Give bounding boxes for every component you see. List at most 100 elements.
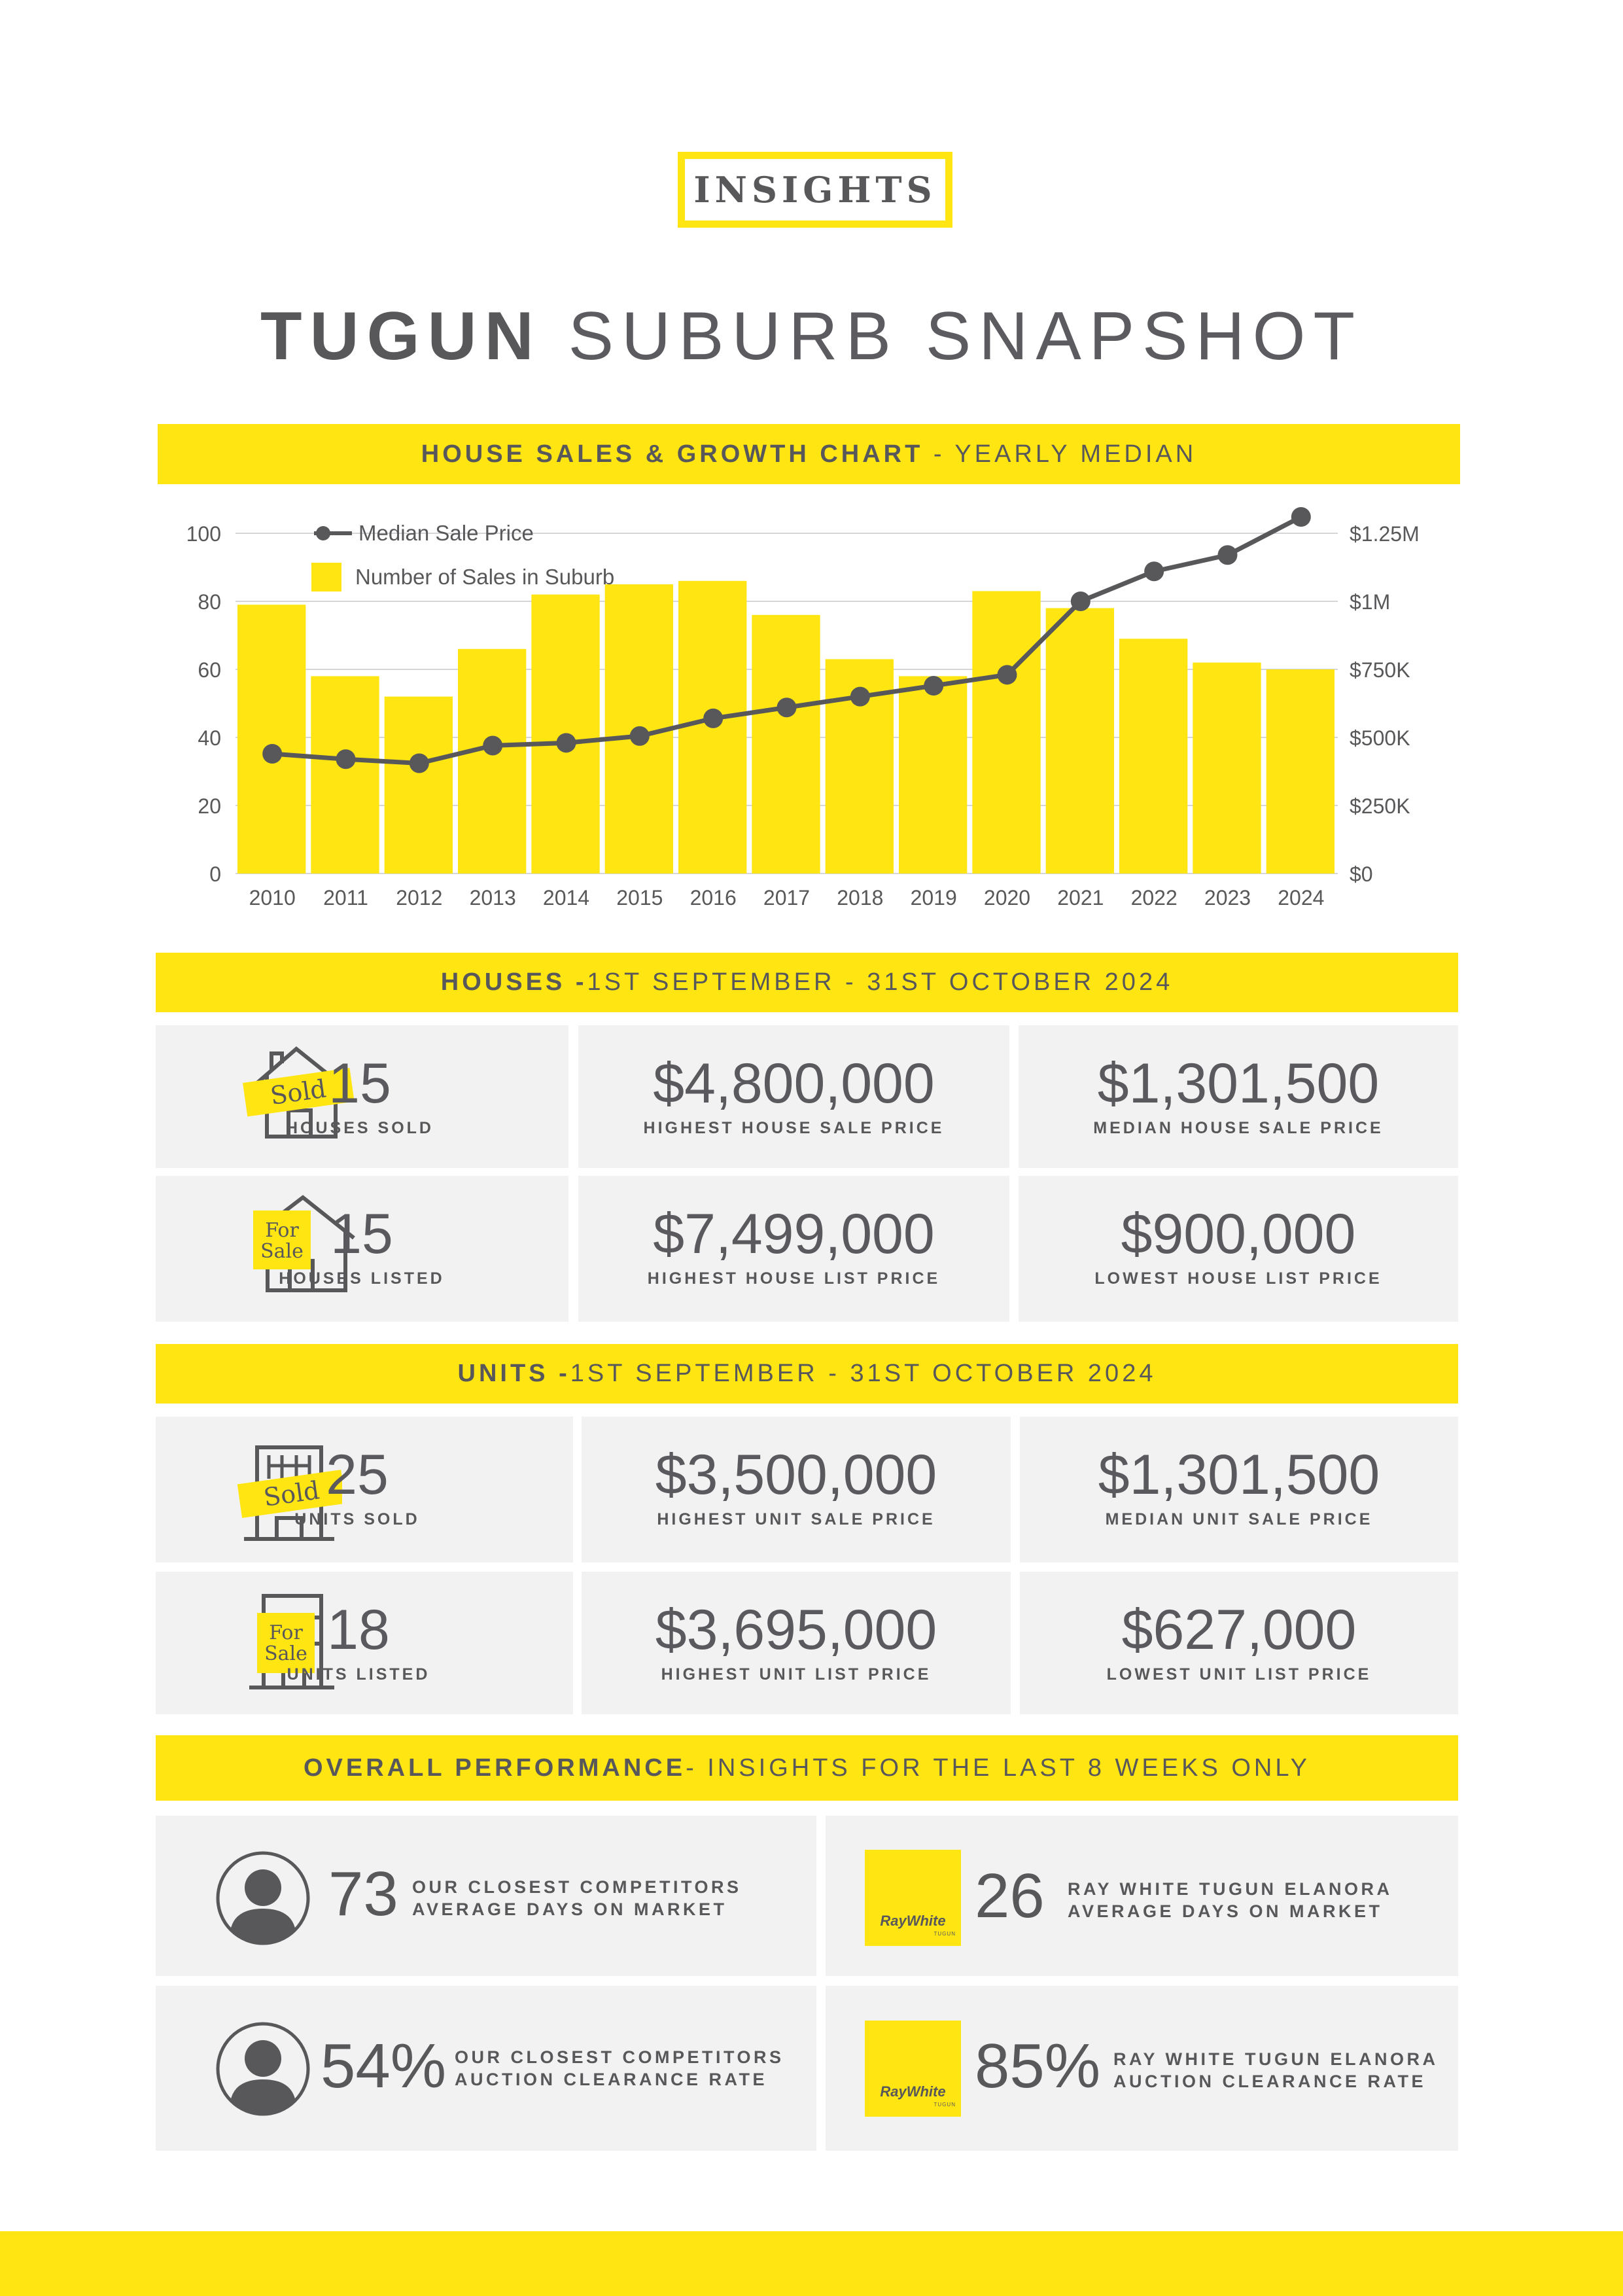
y2-tick-label: $500K (1350, 726, 1410, 750)
units-listed-label: UNITS LISTED (287, 1665, 430, 1684)
units-header-light: 1ST SEPTEMBER - 31ST OCTOBER 2024 (570, 1360, 1157, 1387)
raywhite-clearance-label-line1: RAY WHITE TUGUN ELANORA (1113, 2049, 1439, 2069)
median-unit-sale-card: $1,301,500 MEDIAN UNIT SALE PRICE (1020, 1417, 1458, 1563)
bar (384, 696, 453, 874)
competitor-clearance-card: 54% OUR CLOSEST COMPETITORS AUCTION CLEA… (156, 1986, 816, 2151)
lowest-unit-list-value: $627,000 (1121, 1598, 1357, 1661)
line-point (629, 726, 650, 746)
highest-unit-sale-card: $3,500,000 HIGHEST UNIT SALE PRICE (582, 1417, 1011, 1563)
lowest-house-list-card: $900,000 LOWEST HOUSE LIST PRICE (1019, 1176, 1458, 1322)
x-tick-label: 2023 (1204, 886, 1251, 910)
person-icon (216, 1851, 310, 1945)
units-sold-label: UNITS SOLD (294, 1510, 420, 1528)
competitor-clearance-label: OUR CLOSEST COMPETITORS AUCTION CLEARANC… (455, 2046, 784, 2091)
x-tick-label: 2021 (1057, 886, 1104, 910)
houses-listed-label: HOUSES LISTED (279, 1269, 445, 1288)
bar (237, 605, 306, 874)
svg-text:Sale: Sale (260, 1240, 304, 1263)
line-point (1144, 561, 1164, 582)
y-tick-label: 60 (198, 658, 221, 682)
line-point (483, 735, 503, 756)
highest-house-sale-card: $4,800,000 HIGHEST HOUSE SALE PRICE (578, 1025, 1009, 1168)
sales-growth-chart: 0 20 40 60 80 100 $0 $250K $500K $750K $1M $1.25M 20… (186, 507, 1420, 910)
chart-header-bold: HOUSE SALES & GROWTH CHART (421, 440, 924, 468)
median-house-sale-value: $1,301,500 (1097, 1052, 1380, 1115)
units-section-header: UNITS - 1ST SEPTEMBER - 31ST OCTOBER 202… (156, 1344, 1458, 1404)
y2-tick-label: $1M (1350, 590, 1390, 614)
bar (752, 614, 820, 874)
line-point (1217, 545, 1238, 565)
y-tick-label: 80 (198, 590, 221, 614)
raywhite-days-card: RayWhite TUGUN 26 RAY WHITE TUGUN ELANOR… (826, 1816, 1458, 1976)
x-tick-label: 2012 (396, 886, 442, 910)
x-tick-label: 2011 (323, 886, 368, 910)
legend-label: Number of Sales in Suburb (355, 565, 614, 589)
line-point (924, 675, 944, 696)
y2-tick-label: $1.25M (1350, 522, 1420, 546)
highest-house-sale-label: HIGHEST HOUSE SALE PRICE (643, 1119, 945, 1137)
ray-white-logo-sub: TUGUN (934, 2102, 956, 2108)
raywhite-days-label-line2: AVERAGE DAYS ON MARKET (1068, 1901, 1383, 1921)
houses-header-bold: HOUSES - (440, 968, 587, 996)
raywhite-clearance-label-line2: AUCTION CLEARANCE RATE (1113, 2072, 1426, 2091)
ray-white-logo-text: RayWhite (880, 1913, 946, 1929)
bar (458, 648, 527, 874)
x-tick-label: 2019 (911, 886, 957, 910)
y2-tick-label: $250K (1350, 794, 1410, 818)
ray-white-logo-sub: TUGUN (934, 1931, 956, 1937)
highest-unit-list-value: $3,695,000 (655, 1598, 937, 1661)
competitor-clearance-value: 54% (321, 2031, 447, 2101)
competitor-days-label: OUR CLOSEST COMPETITORS AVERAGE DAYS ON … (412, 1876, 742, 1920)
y-tick-label: 40 (198, 726, 221, 750)
competitor-days-label-line1: OUR CLOSEST COMPETITORS (412, 1877, 742, 1897)
raywhite-days-label: RAY WHITE TUGUN ELANORA AVERAGE DAYS ON … (1068, 1878, 1393, 1922)
insights-badge-text: INSIGHTS (693, 169, 937, 211)
competitor-days-card: 73 OUR CLOSEST COMPETITORS AVERAGE DAYS … (156, 1816, 816, 1976)
bar (899, 676, 968, 874)
competitor-days-label-line2: AVERAGE DAYS ON MARKET (412, 1899, 727, 1919)
lowest-unit-list-label: LOWEST UNIT LIST PRICE (1106, 1665, 1372, 1684)
x-tick-label: 2022 (1131, 886, 1178, 910)
ray-white-logo-text: RayWhite (880, 2083, 946, 2100)
highest-house-list-value: $7,499,000 (653, 1203, 935, 1265)
bar (1045, 608, 1114, 874)
raywhite-clearance-card: RayWhite TUGUN 85% RAY WHITE TUGUN ELANO… (826, 1986, 1458, 2151)
units-listed-value: 18 (327, 1598, 390, 1661)
houses-listed-value: 15 (330, 1203, 393, 1265)
median-house-sale-card: $1,301,500 MEDIAN HOUSE SALE PRICE (1019, 1025, 1458, 1168)
x-tick-label: 2024 (1278, 886, 1324, 910)
line-point (1291, 507, 1311, 527)
insights-badge: INSIGHTS (678, 152, 952, 228)
line-point (556, 733, 576, 753)
x-tick-label: 2016 (690, 886, 737, 910)
y2-tick-label: $750K (1350, 658, 1410, 682)
unit-for-sale-icon: For Sale (249, 1594, 334, 1689)
page-title-rest: SUBURB SNAPSHOT (568, 298, 1363, 374)
median-unit-sale-label: MEDIAN UNIT SALE PRICE (1105, 1510, 1373, 1528)
lowest-house-list-value: $900,000 (1121, 1203, 1356, 1265)
bar (1193, 662, 1261, 874)
svg-text:For: For (265, 1219, 299, 1242)
median-unit-sale-value: $1,301,500 (1098, 1443, 1380, 1506)
page-title: TUGUN SUBURB SNAPSHOT (0, 298, 1623, 376)
houses-header-light: 1ST SEPTEMBER - 31ST OCTOBER 2024 (587, 968, 1174, 996)
y-tick-label: 0 (209, 862, 221, 886)
x-tick-label: 2018 (837, 886, 883, 910)
line-point (336, 749, 356, 769)
footer-bar (0, 2231, 1623, 2296)
person-icon (216, 2022, 310, 2116)
bar (1266, 669, 1335, 874)
chart-section-header: HOUSE SALES & GROWTH CHART - YEARLY MEDI… (158, 424, 1460, 484)
y-tick-label: 100 (186, 522, 221, 546)
competitor-clearance-label-line2: AUCTION CLEARANCE RATE (455, 2070, 767, 2089)
legend-label: Median Sale Price (358, 521, 534, 545)
lowest-house-list-label: LOWEST HOUSE LIST PRICE (1094, 1269, 1382, 1288)
performance-section-header: OVERALL PERFORMANCE - INSIGHTS FOR THE LA… (156, 1735, 1458, 1801)
houses-sold-value: 15 (328, 1052, 391, 1115)
highest-unit-sale-label: HIGHEST UNIT SALE PRICE (657, 1510, 935, 1528)
house-for-sale-icon: For Sale (253, 1195, 355, 1292)
y2-tick-label: $0 (1350, 862, 1373, 886)
bar (972, 591, 1041, 874)
page-title-suburb: TUGUN (260, 298, 542, 374)
units-header-bold: UNITS - (457, 1360, 570, 1387)
